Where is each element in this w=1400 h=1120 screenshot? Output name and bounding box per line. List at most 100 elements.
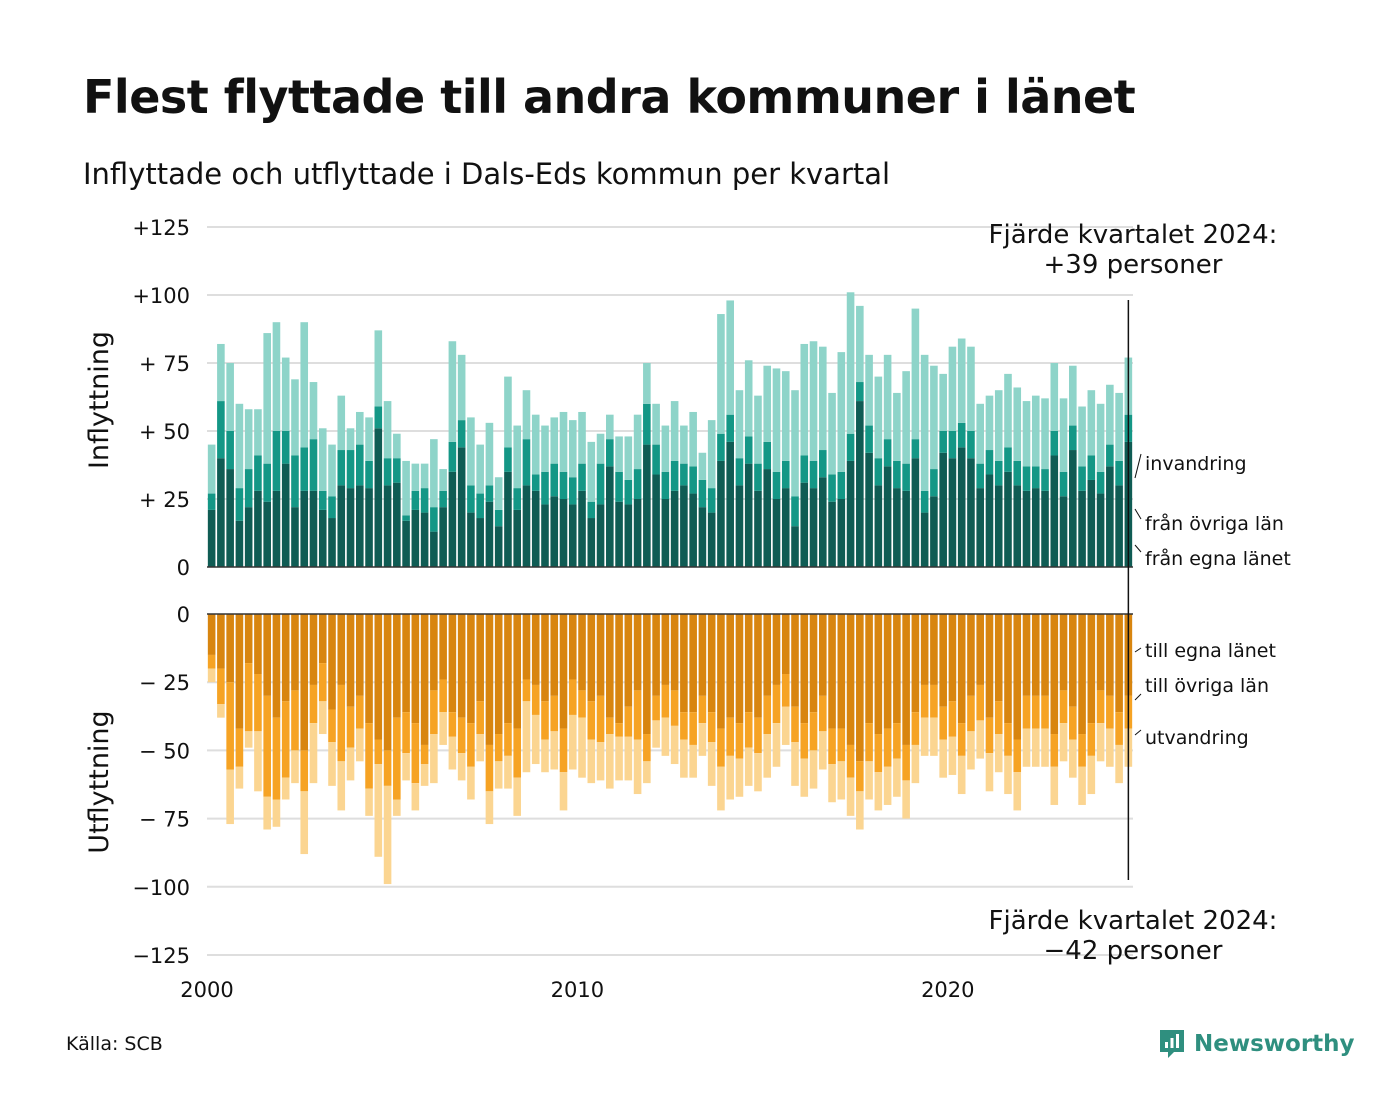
bar-out-utvandring	[856, 791, 864, 830]
bar-in-egna	[402, 520, 410, 567]
bar-out-egna	[559, 614, 568, 729]
bar-in-ovriga	[346, 450, 355, 489]
bar-in-ovriga	[781, 460, 790, 489]
bar-in-invandring	[550, 417, 559, 464]
bar-in-egna	[550, 496, 559, 567]
bar-in-ovriga	[1078, 466, 1086, 491]
bar-out-egna	[541, 614, 549, 702]
bar-out-ovriga	[420, 744, 429, 765]
bar-in-egna	[800, 482, 809, 567]
bar-out-ovriga	[235, 728, 244, 767]
bar-out-egna	[994, 614, 1003, 702]
bar-out-ovriga	[893, 723, 901, 759]
bar-out-egna	[698, 614, 707, 696]
bar-out-ovriga	[939, 706, 947, 740]
bar-in-egna	[1004, 471, 1012, 567]
bar-in-egna	[1087, 479, 1096, 567]
bar-in-ovriga	[291, 455, 299, 508]
bar-in-ovriga	[393, 458, 401, 483]
bar-out-ovriga	[531, 684, 540, 715]
bar-in-ovriga	[226, 431, 234, 470]
bar-in-egna	[254, 490, 262, 567]
bar-out-ovriga	[957, 723, 966, 756]
bar-out-ovriga	[698, 695, 707, 724]
bar-out-utvandring	[661, 717, 670, 756]
bar-out-utvandring	[624, 736, 633, 781]
bar-in-ovriga	[300, 447, 309, 491]
bar-in-invandring	[1050, 363, 1059, 431]
bar-out-utvandring	[374, 764, 383, 857]
bar-out-ovriga	[504, 723, 512, 756]
bar-in-ovriga	[365, 460, 373, 489]
bar-in-ovriga	[744, 436, 753, 464]
bar-out-ovriga	[272, 717, 281, 800]
bar-out-ovriga	[856, 761, 864, 792]
y-tick-label-in: + 25	[139, 488, 190, 512]
bar-out-egna	[643, 614, 651, 735]
bar-in-invandring	[531, 414, 540, 475]
bar-in-egna	[541, 504, 549, 567]
bar-in-egna	[633, 499, 642, 567]
bar-in-ovriga	[643, 403, 651, 445]
bar-in-ovriga	[513, 488, 522, 510]
bar-in-invandring	[1106, 384, 1114, 445]
bar-in-ovriga	[689, 466, 697, 494]
bar-in-invandring	[263, 333, 271, 464]
leader-line	[1134, 693, 1142, 701]
bar-out-ovriga	[226, 682, 234, 770]
bar-out-egna	[1087, 614, 1096, 724]
bar-out-egna	[874, 614, 883, 735]
bar-in-egna	[643, 444, 651, 567]
newsworthy-logo-icon	[1160, 1030, 1184, 1058]
bar-out-egna	[985, 614, 994, 718]
bar-out-ovriga	[1069, 706, 1077, 740]
bar-in-ovriga	[494, 509, 503, 527]
bar-out-egna	[263, 614, 271, 696]
bar-in-egna	[318, 509, 327, 567]
bar-out-ovriga	[652, 695, 660, 721]
bar-in-egna	[939, 452, 947, 567]
bar-out-utvandring	[652, 720, 660, 748]
bar-in-invandring	[254, 409, 262, 456]
bar-out-utvandring	[522, 701, 531, 773]
bar-in-egna	[1059, 496, 1068, 567]
bar-in-invandring	[985, 395, 994, 451]
bar-out-ovriga	[911, 712, 920, 745]
bar-in-egna	[559, 499, 568, 567]
bar-in-ovriga	[596, 463, 605, 505]
bar-in-ovriga	[355, 444, 364, 486]
bar-out-egna	[235, 614, 244, 729]
legend-label-fran-ovriga-lan: från övriga län	[1145, 512, 1284, 535]
bar-in-invandring	[661, 425, 670, 472]
bar-in-egna	[809, 488, 818, 567]
bar-in-ovriga	[476, 493, 484, 519]
bar-out-egna	[578, 614, 586, 691]
bar-out-utvandring	[865, 761, 873, 800]
bar-out-utvandring	[513, 777, 522, 816]
bar-out-utvandring	[272, 799, 281, 827]
bar-out-ovriga	[800, 723, 809, 759]
bar-in-invandring	[967, 346, 975, 431]
bar-out-egna	[411, 614, 420, 724]
bar-out-ovriga	[550, 695, 559, 732]
bar-out-ovriga	[735, 723, 744, 759]
bar-out-ovriga	[615, 723, 623, 737]
bar-out-egna	[930, 614, 938, 685]
bar-in-ovriga	[828, 474, 836, 502]
bar-out-ovriga	[707, 712, 716, 743]
bar-out-ovriga	[837, 728, 846, 762]
bar-in-egna	[865, 452, 873, 567]
bar-in-egna	[707, 512, 716, 567]
inflow-bars	[207, 292, 1133, 567]
bar-in-invandring	[1115, 392, 1123, 461]
bar-out-ovriga	[448, 712, 457, 737]
annotation-in-title: Fjärde kvartalet 2024:	[989, 220, 1278, 250]
bar-in-egna	[828, 501, 836, 567]
bar-out-utvandring	[365, 788, 373, 816]
brand-name: Newsworthy	[1194, 1031, 1355, 1057]
bar-in-egna	[791, 526, 799, 567]
bar-out-ovriga	[791, 706, 799, 743]
bar-out-ovriga	[365, 723, 373, 789]
bar-out-ovriga	[485, 744, 494, 792]
